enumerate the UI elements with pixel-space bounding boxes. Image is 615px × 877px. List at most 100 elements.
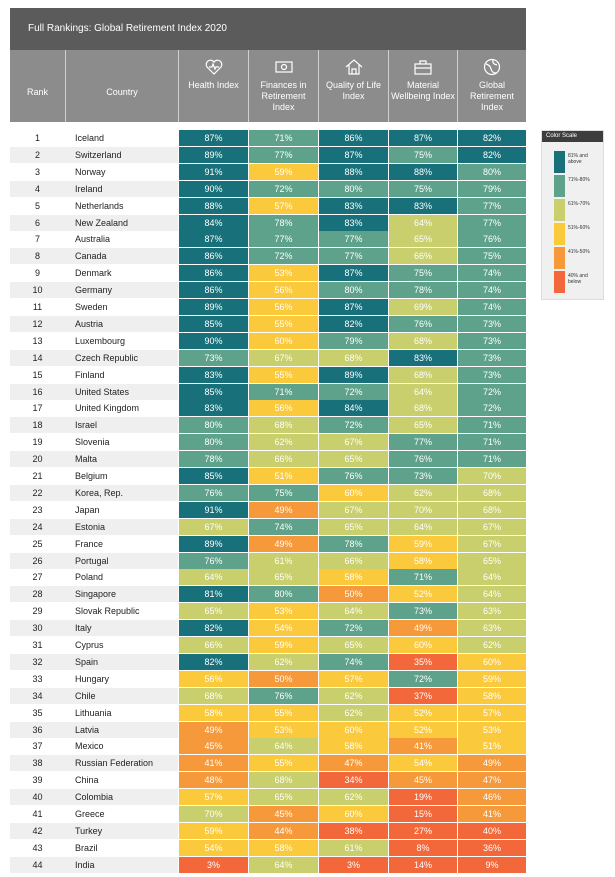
rank-cell: 41 xyxy=(10,806,65,822)
score-cell: 78% xyxy=(318,535,388,552)
table-row: 21 Belgium 85% 51% 76% 73% 70% xyxy=(10,468,526,485)
score-cell: 71% xyxy=(248,130,318,146)
score-cell: 65% xyxy=(318,518,388,535)
score-cell: 60% xyxy=(318,484,388,501)
score-cell: 79% xyxy=(318,332,388,349)
score-cell: 52% xyxy=(388,721,457,738)
score-cell: 64% xyxy=(388,214,457,231)
legend: Color Scale 81% and above 71%-80% 61%-70% 5… xyxy=(541,130,604,300)
score-cell: 51% xyxy=(457,738,526,755)
score-cell: 65% xyxy=(457,552,526,569)
score-cell: 72% xyxy=(318,417,388,434)
table-row: 20 Malta 78% 66% 65% 76% 71% xyxy=(10,451,526,468)
score-cell: 60% xyxy=(318,721,388,738)
country-cell: India xyxy=(65,856,178,873)
score-cell: 83% xyxy=(388,349,457,366)
country-cell: Colombia xyxy=(65,789,178,806)
legend-swatch xyxy=(554,175,565,197)
country-cell: Austria xyxy=(65,315,178,332)
column-header: Material Wellbeing Index xyxy=(388,50,457,122)
country-cell: Denmark xyxy=(65,265,178,282)
score-cell: 3% xyxy=(318,856,388,873)
score-cell: 68% xyxy=(318,349,388,366)
country-cell: Japan xyxy=(65,501,178,518)
score-cell: 72% xyxy=(457,383,526,400)
legend-title: Color Scale xyxy=(542,131,603,142)
score-cell: 55% xyxy=(248,315,318,332)
score-cell: 9% xyxy=(457,856,526,873)
score-cell: 56% xyxy=(178,670,248,687)
score-cell: 75% xyxy=(388,146,457,163)
score-cell: 82% xyxy=(318,315,388,332)
score-cell: 53% xyxy=(248,721,318,738)
column-label: Quality of Life Index xyxy=(325,80,382,101)
rank-cell: 3 xyxy=(10,163,65,180)
score-cell: 69% xyxy=(388,299,457,315)
column-header: Global Retirement Index xyxy=(457,50,526,122)
score-cell: 89% xyxy=(178,535,248,552)
country-cell: Iceland xyxy=(65,130,178,146)
score-cell: 72% xyxy=(248,180,318,197)
score-cell: 68% xyxy=(388,400,457,417)
rank-cell: 27 xyxy=(10,569,65,586)
score-cell: 45% xyxy=(248,806,318,822)
score-cell: 66% xyxy=(318,552,388,569)
table-row: 6 New Zealand 84% 78% 83% 64% 77% xyxy=(10,214,526,232)
rank-cell: 5 xyxy=(10,197,65,214)
score-cell: 65% xyxy=(318,637,388,653)
legend-item: 71%-80% xyxy=(554,175,602,197)
column-icon xyxy=(345,59,362,75)
table-row: 25 France 89% 49% 78% 59% 67% xyxy=(10,535,526,553)
score-cell: 49% xyxy=(457,755,526,772)
column-header: Health Index xyxy=(178,50,248,122)
table-row: 30 Italy 82% 54% 72% 49% 63% xyxy=(10,620,526,637)
score-cell: 57% xyxy=(178,789,248,806)
score-cell: 64% xyxy=(178,569,248,586)
country-cell: Brazil xyxy=(65,839,178,856)
score-cell: 51% xyxy=(248,468,318,484)
rank-cell: 24 xyxy=(10,518,65,535)
score-cell: 34% xyxy=(318,772,388,789)
rank-cell: 43 xyxy=(10,839,65,856)
score-cell: 88% xyxy=(318,163,388,180)
score-cell: 77% xyxy=(248,146,318,163)
score-cell: 57% xyxy=(248,197,318,214)
score-cell: 72% xyxy=(457,400,526,417)
score-cell: 82% xyxy=(457,146,526,163)
country-cell: Germany xyxy=(65,282,178,299)
country-cell: Australia xyxy=(65,231,178,248)
score-cell: 68% xyxy=(457,501,526,518)
country-cell: Czech Republic xyxy=(65,349,178,366)
score-cell: 27% xyxy=(388,822,457,839)
score-cell: 72% xyxy=(248,248,318,265)
rank-cell: 18 xyxy=(10,417,65,434)
table-row: 37 Mexico 45% 64% 58% 41% 51% xyxy=(10,738,526,755)
score-cell: 74% xyxy=(457,299,526,315)
score-cell: 68% xyxy=(388,332,457,349)
score-cell: 50% xyxy=(318,586,388,603)
score-cell: 71% xyxy=(457,417,526,434)
score-cell: 68% xyxy=(248,417,318,434)
table-row: 10 Germany 86% 56% 80% 78% 74% xyxy=(10,282,526,299)
score-cell: 60% xyxy=(457,653,526,670)
score-cell: 62% xyxy=(318,687,388,704)
score-cell: 45% xyxy=(178,738,248,755)
score-cell: 91% xyxy=(178,163,248,180)
table-header: Rank Country Health Index Finances in Retir… xyxy=(10,50,526,122)
table-row: 11 Sweden 89% 56% 87% 69% 74% xyxy=(10,299,526,316)
score-cell: 67% xyxy=(457,518,526,535)
column-header: Finances in Retirement Index xyxy=(248,50,318,122)
score-cell: 41% xyxy=(178,755,248,772)
table-row: 12 Austria 85% 55% 82% 76% 73% xyxy=(10,315,526,333)
score-cell: 44% xyxy=(248,822,318,839)
table-row: 16 United States 85% 71% 72% 64% 72% xyxy=(10,383,526,401)
score-cell: 59% xyxy=(248,163,318,180)
country-cell: Lithuania xyxy=(65,704,178,721)
score-cell: 63% xyxy=(457,620,526,637)
country-cell: Singapore xyxy=(65,586,178,603)
rank-cell: 29 xyxy=(10,603,65,620)
score-cell: 77% xyxy=(388,434,457,451)
score-cell: 57% xyxy=(318,670,388,687)
country-cell: Sweden xyxy=(65,299,178,315)
table-row: 17 United Kingdom 83% 56% 84% 68% 72% xyxy=(10,400,526,417)
